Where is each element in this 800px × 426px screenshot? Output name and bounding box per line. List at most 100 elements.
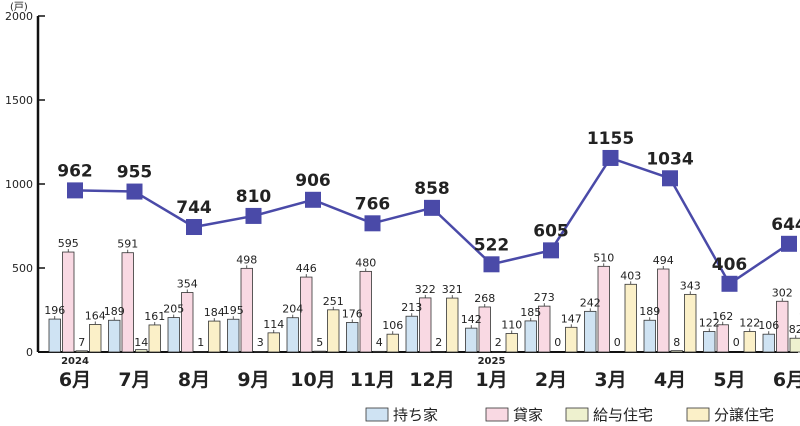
bar-1-2 <box>181 292 194 353</box>
total-marker <box>543 242 559 259</box>
bar-value-label: 8 <box>673 336 680 349</box>
bar-0-11 <box>703 331 716 353</box>
total-line <box>74 156 790 286</box>
bar-value-label: 196 <box>44 304 65 317</box>
total-marker <box>602 149 619 166</box>
bar-value-label: 185 <box>520 306 541 319</box>
total-value-label: 955 <box>117 163 153 183</box>
legend-label: 給与住宅 <box>593 406 653 424</box>
total-marker <box>781 235 797 252</box>
month-label: 10月 <box>290 369 335 391</box>
y-tick-label: 1000 <box>5 178 33 191</box>
month-label: 2月 <box>535 369 567 391</box>
bar-value-label: 189 <box>104 305 125 318</box>
bar-value-label: 510 <box>593 251 614 264</box>
legend-label: 貸家 <box>513 406 543 424</box>
total-marker <box>483 256 500 273</box>
month-label: 6月 <box>773 369 800 391</box>
bar-value-label: 204 <box>282 303 303 316</box>
bar-value-label: 7 <box>78 336 85 349</box>
bar-value-label: 494 <box>653 254 674 267</box>
bar-2-4 <box>313 350 326 353</box>
year-label: 2024 <box>61 356 89 367</box>
y-tick-label: 2000 <box>5 10 33 23</box>
bar-value-label: 268 <box>474 292 495 305</box>
total-value-label: 522 <box>474 235 510 255</box>
bar-0-2 <box>167 317 180 353</box>
bar-value-label: 106 <box>382 319 403 332</box>
bar-value-label: 321 <box>442 283 463 296</box>
total-value-label: 810 <box>236 187 272 207</box>
total-marker <box>721 275 738 292</box>
y-axis-unit: (戸) <box>10 1 28 13</box>
bar-value-label: 242 <box>580 296 601 309</box>
legend-swatch <box>565 407 589 422</box>
bar-value-label: 595 <box>58 237 79 250</box>
bar-value-label: 251 <box>323 295 344 308</box>
bar-value-label: 3 <box>257 336 264 349</box>
year-label: 2025 <box>478 356 506 367</box>
bar-0-4 <box>286 317 299 353</box>
bar-value-label: 302 <box>772 286 793 299</box>
bar-2-0 <box>75 350 88 353</box>
total-value-label: 605 <box>533 221 569 241</box>
bar-value-label: 1 <box>197 336 204 349</box>
month-label: 6月 <box>59 369 91 391</box>
bar-2-1 <box>135 349 148 353</box>
month-label: 11月 <box>350 369 395 391</box>
bar-3-4 <box>327 309 340 353</box>
bar-0-0 <box>48 318 61 353</box>
y-tick-label: 500 <box>12 262 33 275</box>
bar-0-12 <box>762 333 775 353</box>
total-value-label: 766 <box>355 194 391 214</box>
total-value-label: 644 <box>771 215 800 235</box>
bar-value-label: 14 <box>134 336 148 349</box>
month-label: 7月 <box>118 369 150 391</box>
y-tick-label: 1500 <box>5 94 33 107</box>
bar-2-10 <box>670 350 683 353</box>
total-value-label: 858 <box>414 179 450 199</box>
bar-3-7 <box>505 333 518 353</box>
bar-0-1 <box>108 319 121 353</box>
legend: 持ち家 貸家 給与住宅 分譲住宅 <box>365 406 774 424</box>
month-label: 5月 <box>713 369 745 391</box>
bar-value-label: 591 <box>117 238 138 251</box>
bar-value-label: 343 <box>680 279 701 292</box>
total-value-label: 1034 <box>646 149 693 169</box>
bar-value-label: 147 <box>561 312 582 325</box>
bar-value-label: 195 <box>223 304 244 317</box>
bar-0-5 <box>346 322 359 353</box>
bar-value-label: 2 <box>495 336 502 349</box>
bar-value-label: 161 <box>144 310 165 323</box>
bar-value-label: 354 <box>177 278 198 291</box>
total-value-label: 1155 <box>587 129 634 149</box>
bar-value-label: 162 <box>712 310 733 323</box>
bar-value-label: 184 <box>204 306 225 319</box>
total-value-label: 962 <box>57 161 93 181</box>
bar-3-0 <box>89 324 102 353</box>
total-marker <box>67 182 83 199</box>
bar-1-0 <box>62 251 75 353</box>
bar-2-3 <box>254 351 267 353</box>
label-layer: 19659571646月189591141617月20535411848月195… <box>44 129 800 391</box>
y-tick-label: 0 <box>26 346 33 359</box>
total-marker <box>245 207 262 224</box>
bar-value-label: 322 <box>415 283 436 296</box>
bar-layer <box>48 251 800 353</box>
total-marker <box>186 219 202 236</box>
bar-0-7 <box>465 327 478 353</box>
bar-3-9 <box>624 283 637 353</box>
bar-value-label: 142 <box>461 313 482 326</box>
bar-value-label: 4 <box>376 336 383 349</box>
bar-value-label: 480 <box>355 256 376 269</box>
bar-3-8 <box>565 326 578 353</box>
month-label: 4月 <box>654 369 686 391</box>
bar-value-label: 403 <box>620 269 641 282</box>
bar-0-6 <box>405 315 418 353</box>
total-marker <box>126 183 143 200</box>
bar-3-6 <box>446 297 459 353</box>
bar-1-1 <box>121 252 134 353</box>
bar-value-label: 122 <box>699 317 720 330</box>
bar-0-9 <box>584 310 597 353</box>
